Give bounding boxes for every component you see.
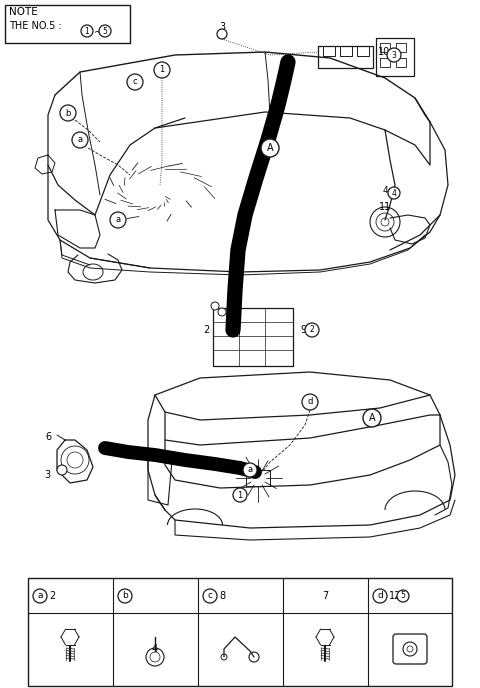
Circle shape: [99, 25, 111, 37]
Circle shape: [388, 187, 400, 199]
Text: 9: 9: [300, 325, 306, 335]
Text: 10: 10: [378, 47, 390, 57]
Text: 1: 1: [84, 27, 89, 36]
Circle shape: [261, 139, 279, 157]
Circle shape: [72, 132, 88, 148]
Text: 5: 5: [103, 27, 108, 36]
Circle shape: [60, 105, 76, 121]
Text: 3: 3: [44, 470, 50, 480]
Bar: [28, 578, 452, 686]
Text: 5: 5: [401, 592, 406, 601]
Circle shape: [203, 589, 217, 603]
Circle shape: [302, 394, 318, 410]
Text: a: a: [37, 592, 43, 601]
Circle shape: [127, 74, 143, 90]
Circle shape: [397, 590, 409, 602]
Text: 4: 4: [392, 189, 396, 197]
Text: b: b: [65, 109, 71, 118]
Circle shape: [233, 488, 247, 502]
Text: d: d: [307, 398, 312, 407]
Circle shape: [305, 323, 319, 337]
Text: 2: 2: [49, 591, 55, 601]
Text: A: A: [369, 413, 375, 423]
Text: THE NO.5 :: THE NO.5 :: [9, 21, 62, 31]
Circle shape: [243, 463, 257, 477]
Text: a: a: [77, 136, 83, 144]
Text: ~: ~: [94, 28, 103, 38]
Circle shape: [57, 465, 67, 475]
Circle shape: [217, 29, 227, 39]
Text: 4: 4: [382, 186, 388, 195]
Circle shape: [387, 48, 401, 62]
Circle shape: [154, 62, 170, 78]
Circle shape: [219, 31, 225, 37]
Circle shape: [118, 589, 132, 603]
Circle shape: [373, 589, 387, 603]
Text: 1: 1: [159, 65, 165, 74]
Text: 6: 6: [46, 432, 52, 442]
Text: a: a: [247, 466, 252, 475]
Text: b: b: [122, 592, 128, 601]
Text: 1: 1: [235, 294, 241, 304]
Text: NOTE: NOTE: [9, 7, 38, 17]
Text: A: A: [267, 143, 273, 153]
Text: c: c: [207, 592, 213, 601]
Circle shape: [211, 302, 219, 310]
Text: 2: 2: [310, 325, 314, 334]
Text: 11: 11: [379, 202, 391, 212]
Text: 7: 7: [322, 591, 328, 601]
Bar: [5, 5, 130, 43]
Circle shape: [110, 212, 126, 228]
Circle shape: [218, 308, 226, 316]
Text: 4: 4: [152, 644, 158, 654]
Text: 12: 12: [389, 591, 401, 601]
Text: 3: 3: [392, 50, 396, 59]
Text: 2: 2: [204, 325, 210, 335]
Text: d: d: [377, 592, 383, 601]
Circle shape: [33, 589, 47, 603]
Text: c: c: [132, 78, 137, 87]
Circle shape: [59, 467, 65, 473]
Text: a: a: [115, 215, 120, 224]
Text: 8: 8: [219, 591, 225, 601]
Text: 1: 1: [238, 491, 242, 499]
Text: 3: 3: [219, 22, 225, 32]
Circle shape: [81, 25, 93, 37]
Circle shape: [363, 409, 381, 427]
